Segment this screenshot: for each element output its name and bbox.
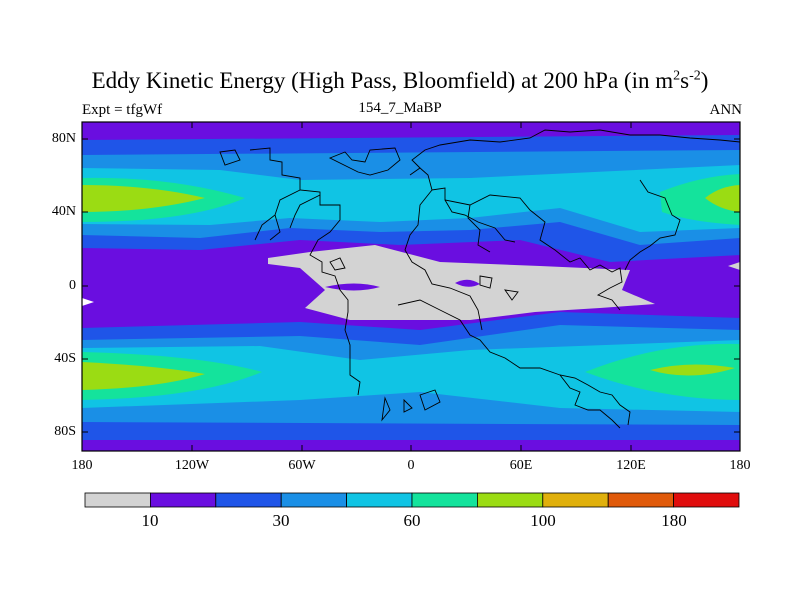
colorbar-label-10: 10 (141, 511, 159, 530)
colorbar (84, 492, 740, 508)
contour-band-100-north-asia (705, 185, 740, 212)
lat-label-80s: 80S (54, 424, 76, 439)
colorbar-box-6 (476, 492, 544, 508)
contour-edge-west (82, 298, 94, 306)
lat-label-0: 0 (69, 278, 76, 293)
colorbar-label-100: 100 (530, 511, 556, 530)
colorbar-box-0 (84, 492, 151, 508)
colorbar-box-7 (542, 492, 609, 508)
axis-ticks (81, 122, 741, 451)
colorbar-box-3 (280, 492, 348, 508)
contour-edge-east (728, 262, 740, 270)
plot-subtitle: 154_7_MaBP (358, 100, 442, 116)
colorbar-label-30: 30 (272, 511, 290, 530)
colorbar-label-180: 180 (661, 511, 687, 530)
colorbar-box-1 (149, 492, 217, 508)
season-label: ANN (709, 102, 743, 118)
colorbar-box-4 (346, 492, 413, 508)
lon-label-60e: 60E (509, 458, 533, 473)
colorbar-box-8 (607, 492, 675, 508)
map-contour-field (82, 122, 740, 451)
lat-label-40n: 40N (51, 204, 76, 219)
lon-label-120w: 120W (174, 458, 210, 473)
experiment-label: Expt = tfgWf (82, 102, 163, 118)
contour-band-60-north (82, 165, 740, 232)
contour-band-100-south-atlantic (82, 362, 205, 390)
plot-title: Eddy Kinetic Energy (High Pass, Bloomfie… (91, 68, 709, 93)
lon-label-60w: 60W (288, 458, 316, 473)
colorbar-box-9 (673, 492, 740, 508)
colorbar-box-5 (411, 492, 478, 508)
lat-label-40s: 40S (54, 351, 76, 366)
contour-band-100-north-pacific (82, 185, 205, 212)
lon-label-180e: 180 (729, 458, 751, 473)
colorbar-box-2 (215, 492, 282, 508)
contour-band-80-north-asia (660, 174, 740, 225)
contour-band-60-south (82, 340, 740, 412)
lon-label-180w: 180 (71, 458, 93, 473)
contour-island-east (455, 279, 480, 287)
colorbar-label-60: 60 (403, 511, 421, 530)
coastlines (219, 129, 741, 429)
lon-label-120e: 120E (616, 458, 646, 473)
contour-band-100-south-indian (650, 364, 735, 376)
lon-label-0: 0 (407, 458, 415, 473)
lat-label-80n: 80N (51, 131, 76, 146)
